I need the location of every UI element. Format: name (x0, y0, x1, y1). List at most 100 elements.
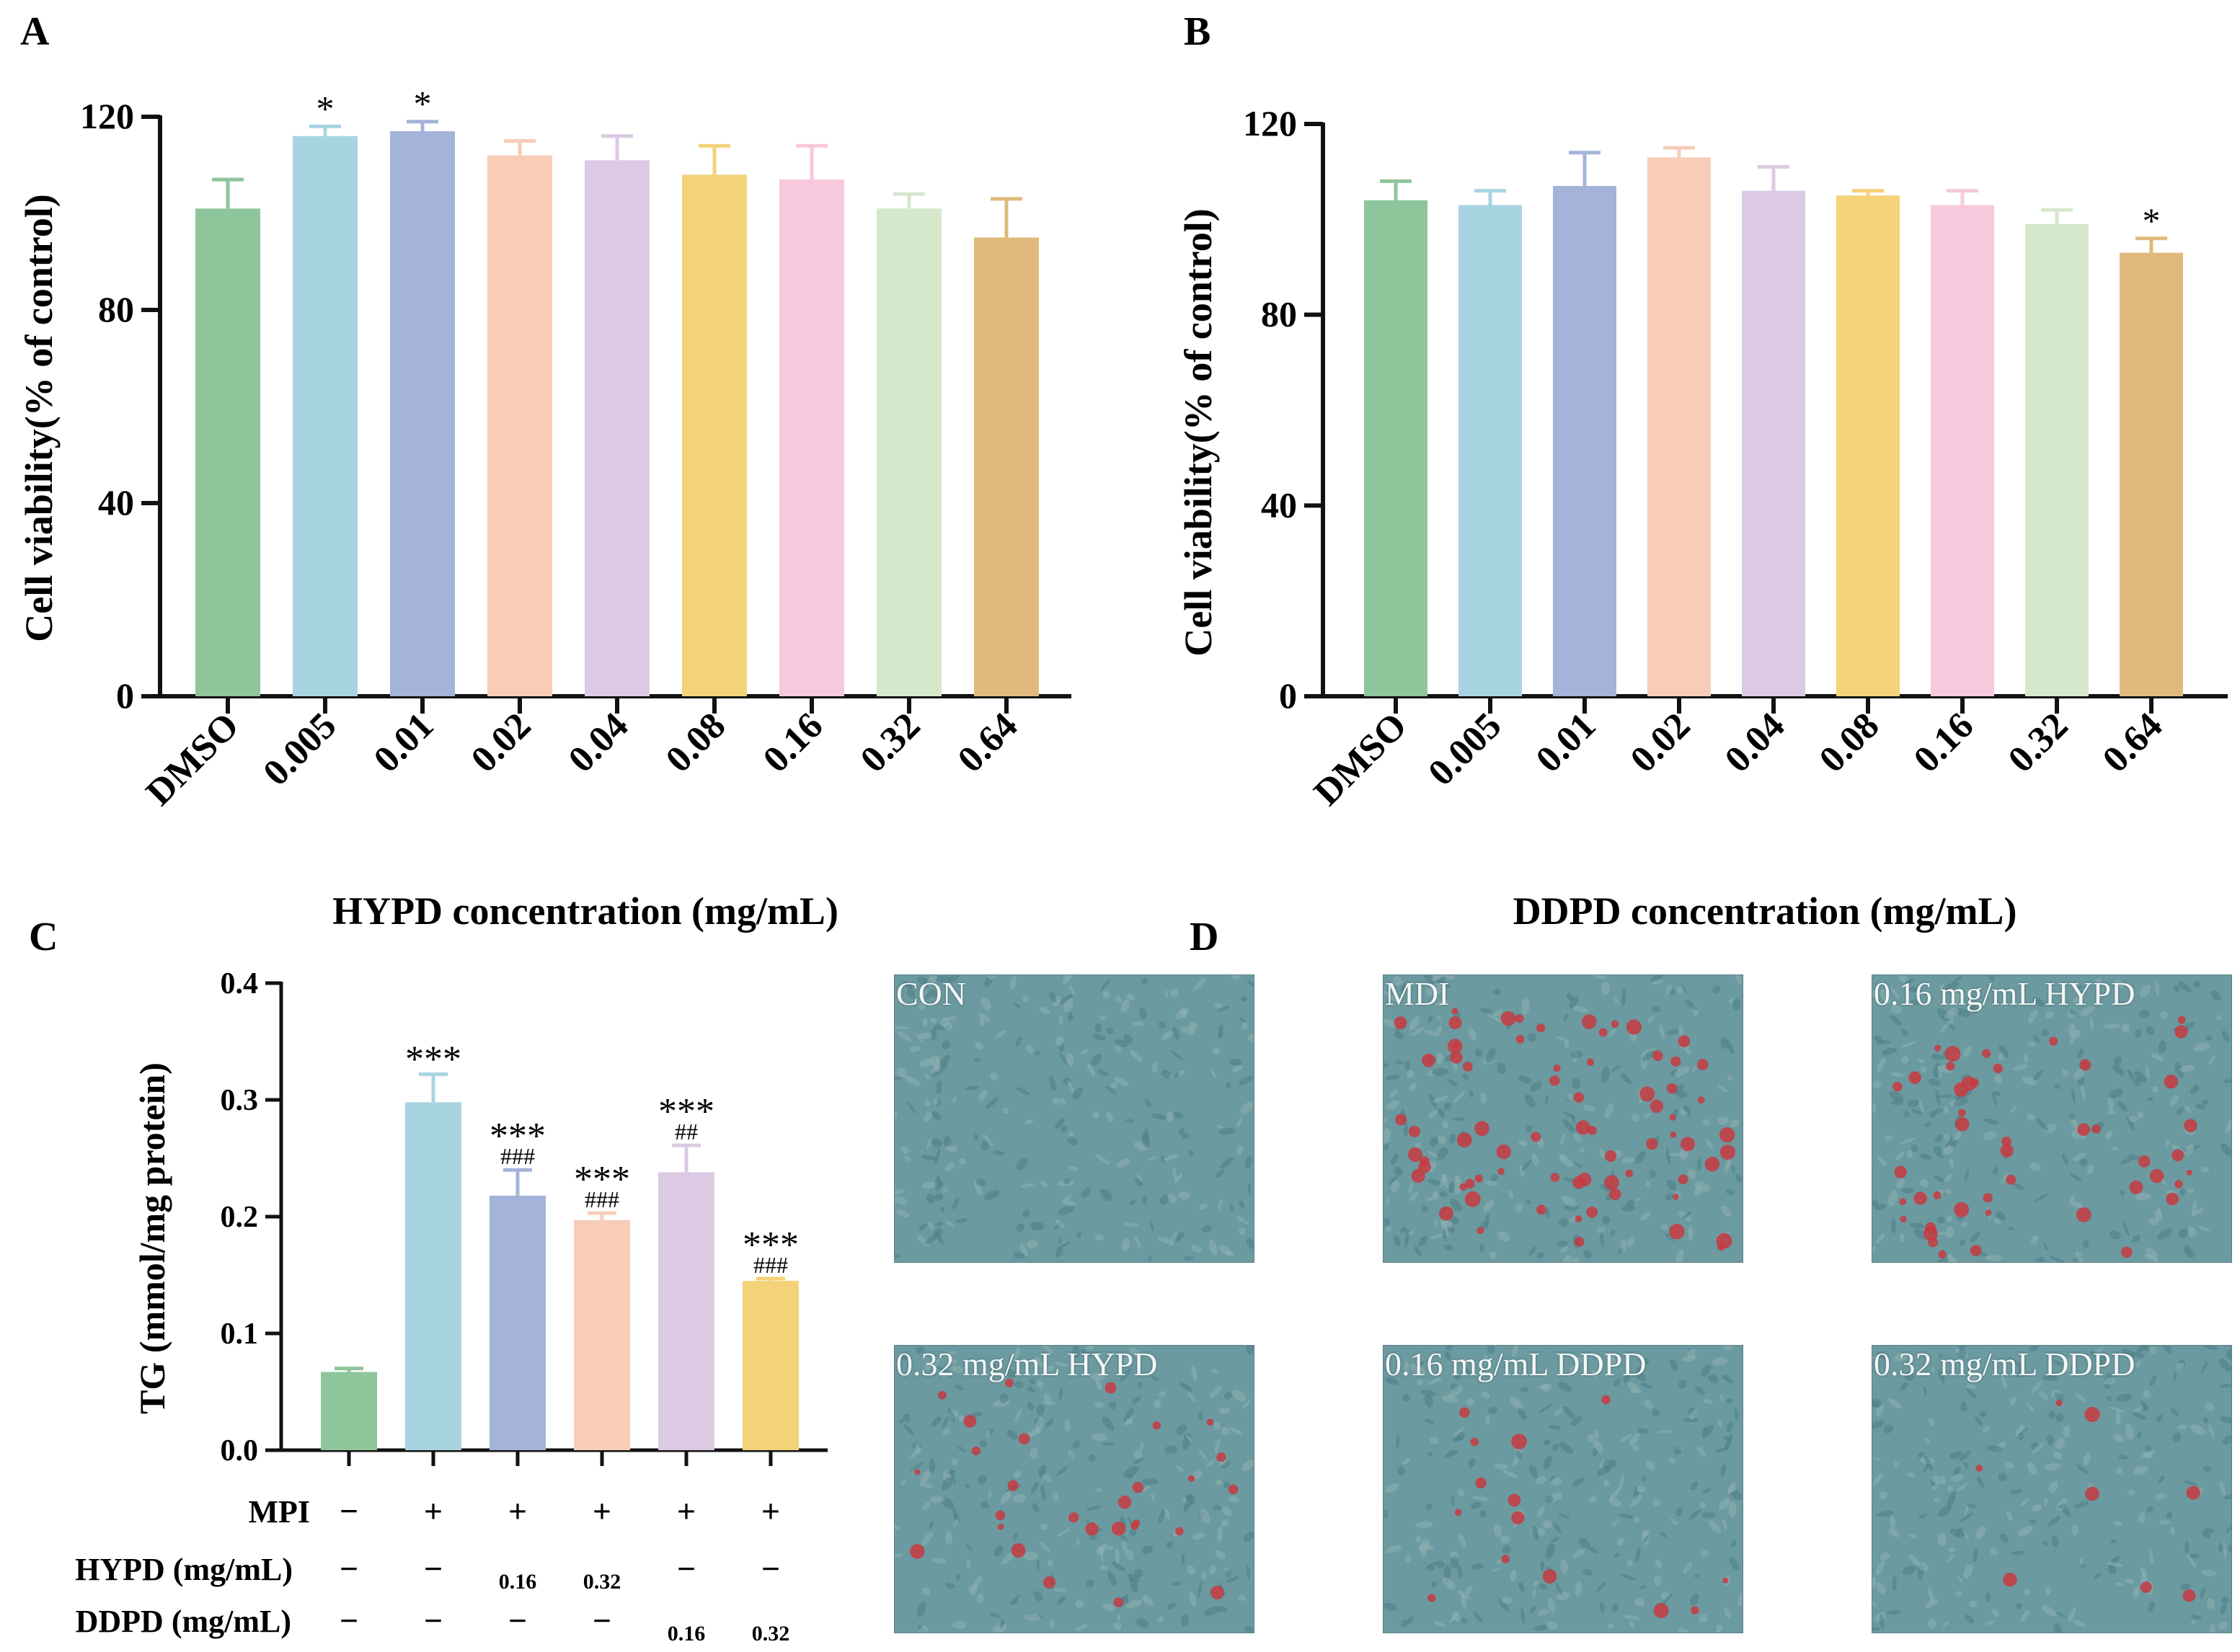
lipid-droplet (963, 1415, 977, 1428)
cell-texture (1134, 1569, 1143, 1578)
significance-vs-control: *** (658, 1091, 714, 1132)
lipid-droplet (1913, 1191, 1927, 1205)
lipid-droplet (1670, 1131, 1677, 1138)
cell-texture (1924, 1455, 1933, 1471)
lipid-droplet (1475, 1477, 1487, 1489)
cell-texture (1215, 1550, 1226, 1560)
cell-texture (1978, 1411, 1987, 1417)
cell-texture (1072, 1346, 1080, 1358)
lipid-droplet (1611, 1020, 1619, 1028)
cell-texture (1963, 1564, 1973, 1579)
cell-texture (1431, 1067, 1449, 1076)
cell-texture (2072, 1153, 2086, 1161)
cell-texture (1141, 977, 1148, 985)
cell-texture (1620, 1574, 1637, 1581)
cell-texture (2220, 1143, 2231, 1157)
cell-texture (1213, 1047, 1221, 1055)
cell-texture (2113, 1056, 2122, 1067)
cell-texture (1117, 1614, 1121, 1621)
cell-texture (1097, 1069, 1109, 1077)
cell-texture (1635, 1372, 1647, 1382)
bar (1742, 190, 1805, 697)
cell-texture (1633, 1516, 1640, 1523)
cell-texture (1241, 1022, 1248, 1030)
cell-texture (966, 1559, 971, 1569)
cell-texture (1417, 1544, 1434, 1551)
cell-texture (1429, 1436, 1439, 1444)
cell-texture (986, 1430, 991, 1438)
cell-texture (2071, 1088, 2076, 1104)
cell-texture (1121, 1540, 1128, 1552)
cell-texture (2121, 1023, 2130, 1033)
cell-texture (1446, 1346, 1453, 1351)
cell-texture (2187, 1226, 2197, 1238)
cell-texture (1722, 1519, 1727, 1530)
lipid-droplet (1408, 1125, 1420, 1137)
cell-texture (1564, 1040, 1570, 1049)
cell-texture (1429, 1137, 1438, 1147)
cell-texture (1717, 1085, 1728, 1092)
cell-texture (1701, 1512, 1716, 1519)
cell-texture (1539, 1583, 1547, 1590)
cell-texture (1530, 1604, 1537, 1613)
cell-texture (1611, 1065, 1621, 1072)
cell-texture (1712, 985, 1721, 994)
cell-texture (1223, 1481, 1231, 1489)
cell-texture (1134, 1235, 1142, 1248)
cell-texture (1531, 1153, 1539, 1165)
cell-texture (1654, 1576, 1662, 1586)
cell-texture (1919, 1153, 1932, 1160)
cell-texture (1244, 1626, 1253, 1633)
cell-texture (2157, 1228, 2172, 1240)
cell-texture (1696, 1158, 1702, 1171)
cell-texture (1651, 1005, 1661, 1013)
cell-texture (1484, 1213, 1490, 1227)
lipid-droplet (1625, 1169, 1634, 1178)
cell-texture (1040, 1181, 1048, 1187)
cell-texture (1198, 1449, 1208, 1461)
cell-texture (2066, 1355, 2073, 1372)
cell-texture (1107, 1571, 1117, 1586)
cell-texture (1064, 1418, 1071, 1432)
cell-texture (1678, 1024, 1683, 1037)
cell-texture (1657, 1430, 1672, 1434)
cell-texture (1247, 1565, 1250, 1580)
cell-texture (906, 1075, 921, 1086)
cell-texture (1212, 1505, 1222, 1511)
cell-texture (1022, 996, 1029, 1003)
cell-texture (2073, 1069, 2084, 1080)
cell-texture (1451, 1496, 1455, 1507)
cell-texture (1402, 1457, 1411, 1465)
cell-texture (1611, 1519, 1621, 1526)
cell-texture (1703, 1398, 1714, 1404)
cell-texture (1947, 1554, 1955, 1563)
treatment-cell: 0.32 (583, 1570, 621, 1594)
cell-texture (2110, 1539, 2117, 1544)
cell-texture (1991, 1608, 2000, 1617)
cell-texture (1217, 1005, 1230, 1012)
cell-texture (1095, 1378, 1102, 1390)
cell-texture (1948, 1023, 1956, 1031)
cell-texture (2158, 1040, 2167, 1054)
category-label: 0.64 (2095, 705, 2171, 781)
cell-texture (1092, 1434, 1108, 1442)
cell-texture (1652, 980, 1664, 985)
cell-texture (1076, 1232, 1082, 1238)
cell-texture (1727, 1075, 1733, 1081)
cell-texture (2132, 1406, 2146, 1413)
cell-texture (1690, 1593, 1699, 1606)
cell-texture (1887, 1190, 1898, 1207)
cell-texture (1012, 1494, 1026, 1503)
cell-texture (1461, 1073, 1469, 1080)
y-tick-label: 120 (1243, 103, 1297, 143)
cell-texture (1929, 1111, 1936, 1119)
cell-texture (1678, 1109, 1688, 1116)
cell-texture (1965, 1384, 1977, 1389)
cell-texture (2027, 1114, 2036, 1122)
cell-texture (1640, 1211, 1651, 1220)
cell-texture (1193, 978, 1206, 990)
cell-texture (2225, 1119, 2231, 1134)
cell-texture (918, 1625, 928, 1633)
cell-texture (1216, 1480, 1223, 1486)
cell-texture (1055, 1219, 1065, 1228)
